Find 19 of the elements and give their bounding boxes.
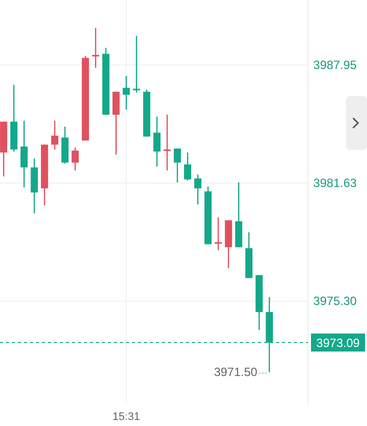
candlestick	[20, 120, 28, 188]
candlestick	[153, 116, 161, 168]
candlestick	[132, 35, 140, 94]
candlestick	[51, 120, 58, 150]
candlestick	[112, 91, 120, 156]
y-tick-label: 3981.63	[313, 176, 358, 190]
x-tick-label: 15:31	[112, 411, 140, 423]
candlestick	[92, 27, 100, 68]
candlestick	[194, 174, 202, 206]
candlestick	[164, 114, 171, 172]
candlestick	[184, 152, 192, 182]
candlestick	[214, 216, 222, 251]
candlestick	[72, 147, 79, 172]
y-tick-label: 3987.95	[313, 58, 358, 72]
annotation: 3971.50	[214, 365, 258, 380]
y-tick-label: 3975.30	[313, 294, 358, 308]
candlestick	[122, 75, 130, 110]
candlestick	[174, 148, 181, 183]
ref-line-label: 3973.09	[316, 336, 360, 350]
